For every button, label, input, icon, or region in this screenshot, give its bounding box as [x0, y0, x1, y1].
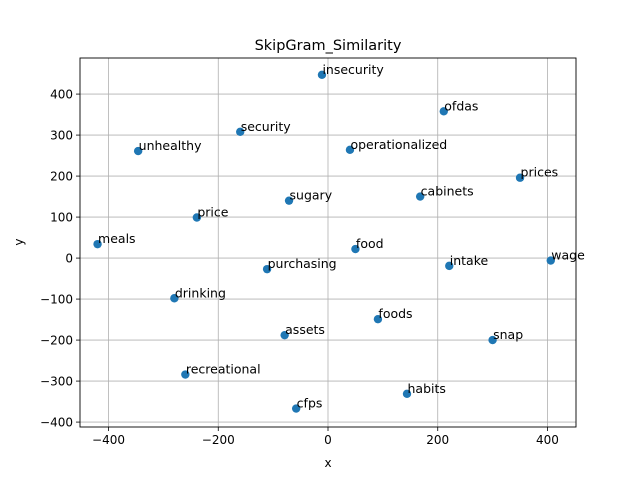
- data-point-cabinets: [415, 192, 425, 201]
- point-label-cabinets: cabinets: [421, 184, 474, 199]
- point-label-prices: prices: [521, 165, 559, 180]
- point-label-assets: assets: [285, 322, 325, 337]
- x-tick-label: 400: [536, 433, 559, 447]
- x-axis-label: x: [324, 456, 331, 470]
- point-label-foods: foods: [378, 306, 412, 321]
- point-label-wage: wage: [551, 248, 585, 263]
- point-label-intake: intake: [450, 253, 489, 268]
- point-label-food: food: [356, 236, 384, 251]
- data-point-cfps: [291, 404, 301, 413]
- data-point-prices: [515, 173, 525, 182]
- data-point-intake: [445, 261, 454, 271]
- point-label-drinking: drinking: [175, 285, 226, 300]
- data-point-wage: [546, 256, 555, 265]
- point-label-meals: meals: [98, 231, 136, 246]
- point-label-unhealthy: unhealthy: [139, 138, 202, 153]
- x-tick-label: 200: [426, 433, 449, 447]
- y-tick-label: 0: [65, 252, 73, 266]
- data-points: [93, 70, 555, 413]
- data-point-purchasing: [262, 264, 272, 274]
- y-tick-label: −400: [40, 416, 73, 430]
- data-point-habits: [402, 389, 412, 398]
- point-label-ofdas: ofdas: [444, 98, 478, 113]
- data-point-insecurity: [317, 70, 327, 80]
- point-label-snap: snap: [493, 327, 523, 342]
- data-point-snap: [488, 335, 497, 345]
- data-point-meals: [93, 239, 102, 249]
- point-label-recreational: recreational: [186, 362, 261, 377]
- point-label-insecurity: insecurity: [322, 62, 384, 77]
- plot-area-frame: [79, 57, 577, 428]
- point-label-sugary: sugary: [290, 188, 333, 203]
- chart-title: SkipGram_Similarity: [255, 38, 402, 54]
- data-point-unhealthy: [133, 146, 143, 156]
- x-tick-label: 0: [324, 433, 332, 447]
- data-point-food: [351, 244, 360, 254]
- y-axis-ticks: −400 −300 −200 −100 0 100 200 300 400: [40, 88, 80, 430]
- data-point-assets: [280, 330, 289, 340]
- y-tick-label: −100: [40, 293, 73, 307]
- data-point-foods: [373, 314, 383, 324]
- data-point-sugary: [284, 196, 294, 205]
- x-tick-label: −200: [202, 433, 235, 447]
- x-tick-label: −400: [92, 433, 125, 447]
- point-label-security: security: [241, 119, 292, 134]
- data-point-operationalized: [345, 145, 355, 155]
- point-label-purchasing: purchasing: [268, 256, 337, 271]
- y-tick-label: 200: [50, 170, 73, 184]
- y-axis-label: y: [12, 238, 26, 245]
- point-label-operationalized: operationalized: [350, 137, 447, 152]
- data-point-ofdas: [439, 107, 448, 116]
- data-point-drinking: [170, 294, 179, 303]
- y-tick-label: −200: [40, 334, 73, 348]
- y-tick-label: 100: [50, 211, 73, 225]
- data-point-price: [192, 213, 202, 222]
- grid-lines: [80, 58, 576, 427]
- point-label-cfps: cfps: [297, 396, 323, 411]
- point-label-habits: habits: [408, 381, 446, 396]
- y-tick-label: −300: [40, 375, 73, 389]
- point-label-price: price: [197, 204, 228, 219]
- data-point-recreational: [181, 370, 190, 379]
- data-point-security: [236, 127, 245, 136]
- x-axis-ticks: −400 −200 0 200 400: [92, 427, 559, 447]
- y-tick-label: 400: [50, 88, 73, 102]
- point-labels: insecurity ofdas security operationalized un…: [98, 62, 585, 411]
- y-tick-label: 300: [50, 129, 73, 143]
